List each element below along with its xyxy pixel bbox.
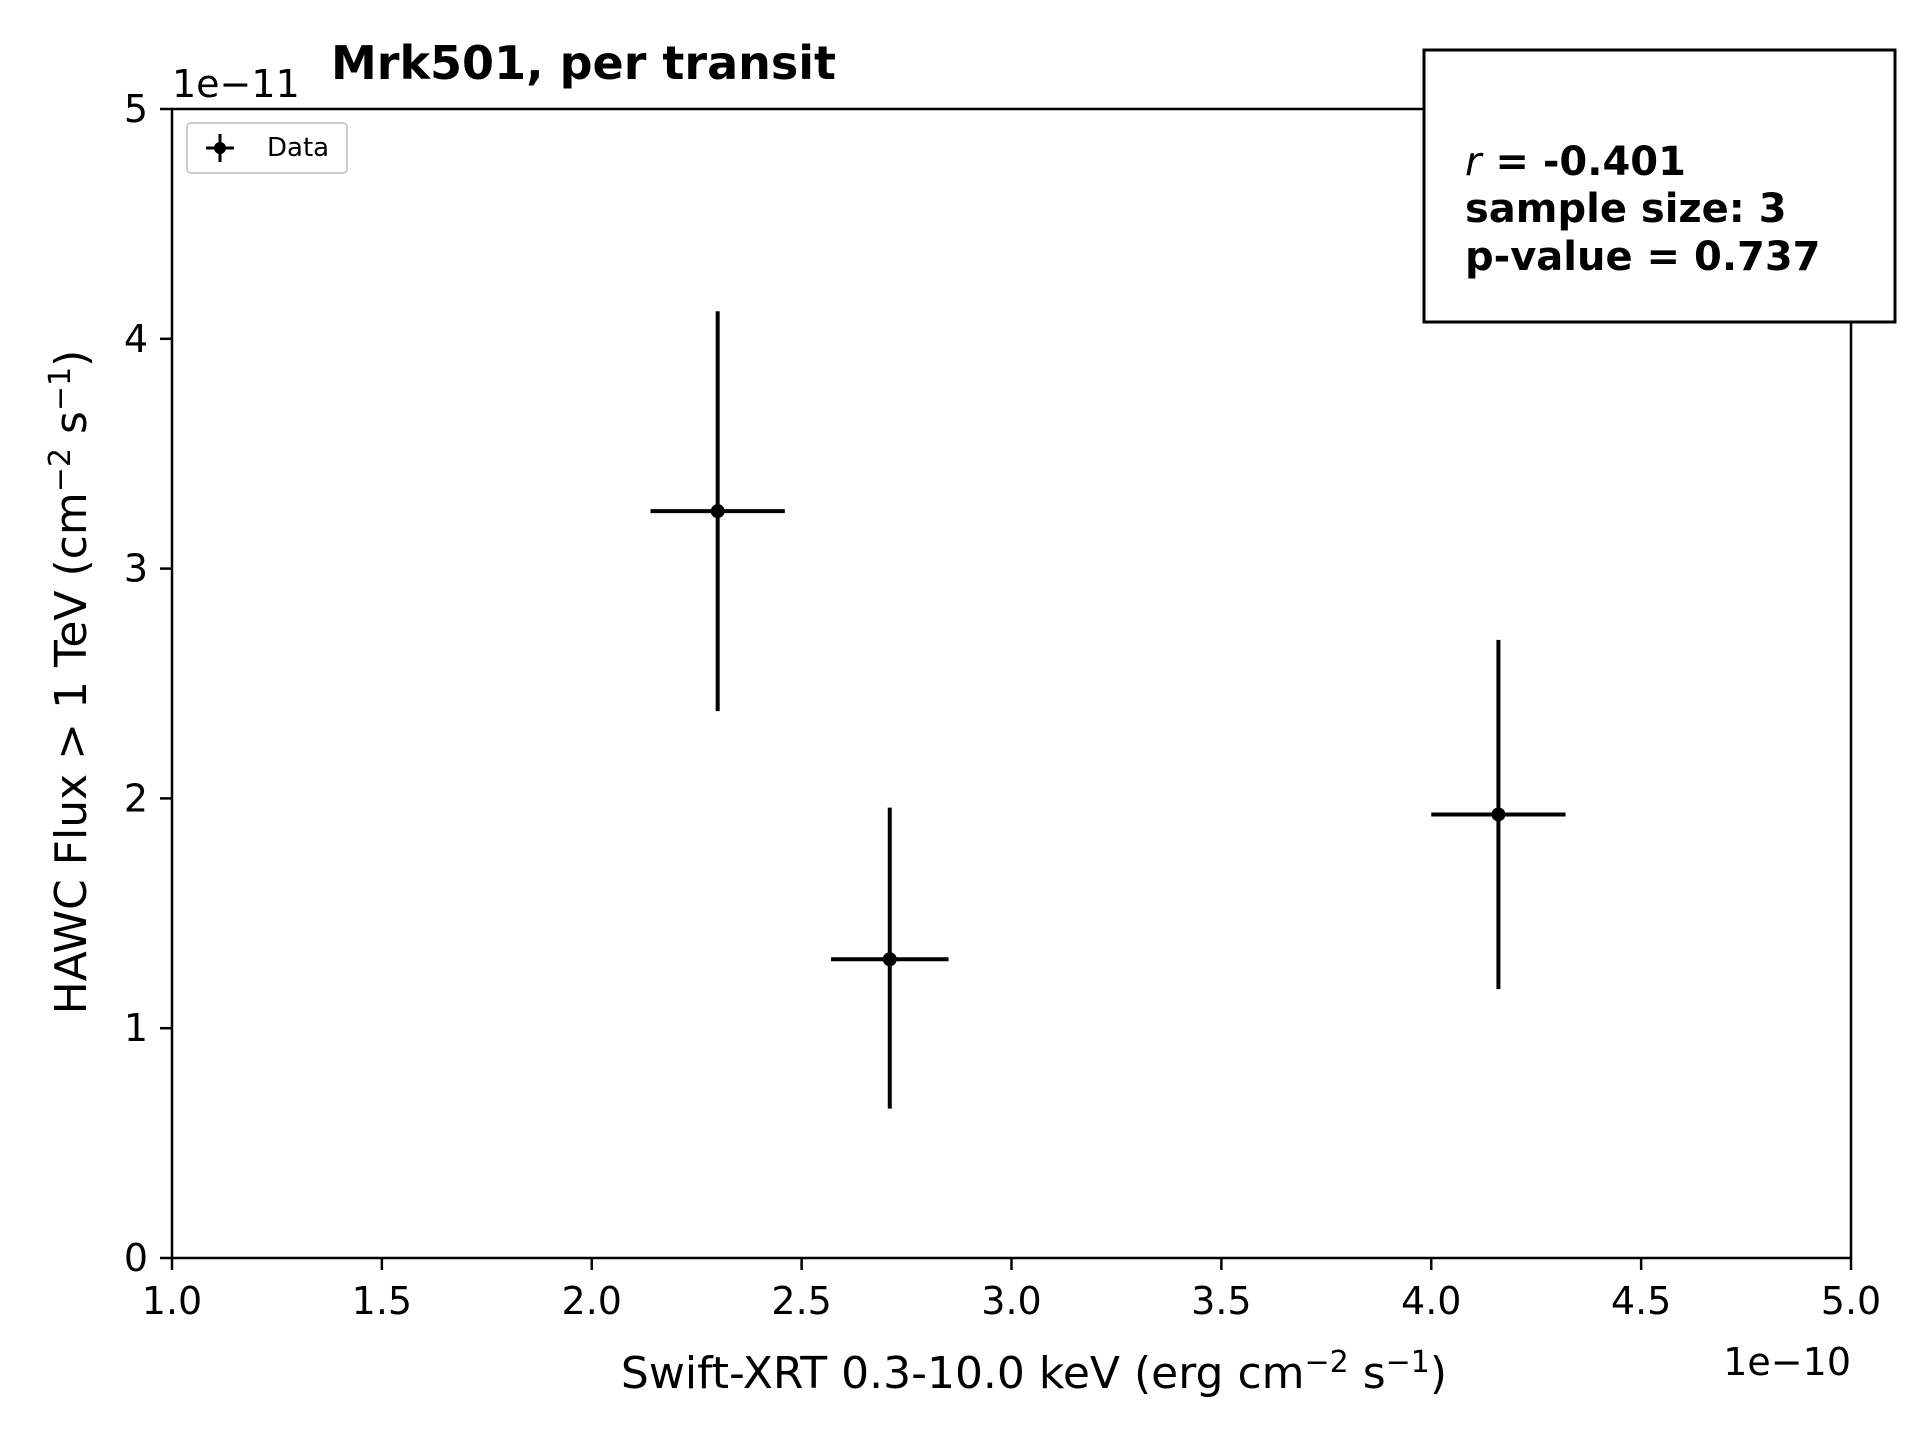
x-tick-label: 1.5 [352,1279,412,1323]
axis-ticks: 1.0 1.5 2.0 2.5 3.0 3.5 4.0 4.5 5.0 0 1 2 3 4 5 [124,87,1881,1323]
data-point [1431,639,1566,990]
x-tick-label: 3.0 [981,1279,1041,1323]
y-tick-label: 1 [124,1006,148,1050]
x-tick-label: 2.5 [771,1279,831,1323]
legend: Data [186,122,348,174]
x-tick-label: 5.0 [1821,1279,1881,1323]
stats-sample-size: sample size: 3 [1465,186,1787,232]
data-points [650,311,1566,1109]
legend-entry-data: Data [267,133,329,163]
y-offset-label: 1e−11 [172,62,300,106]
y-axis-label: HAWC Flux > 1 TeV (cm−2 s−1) [43,350,97,1015]
stats-box-frame [1422,48,1897,324]
chart-title: Mrk501, per transit [331,36,836,90]
data-point [650,311,785,712]
data-point-marker [710,504,725,519]
x-tick-label: 3.5 [1191,1279,1251,1323]
y-tick-label: 5 [124,87,148,131]
y-tick-label: 4 [124,317,148,361]
x-tick-label: 1.0 [142,1279,202,1323]
data-point-marker [1491,807,1506,822]
x-axis-label: Swift-XRT 0.3-10.0 keV (erg cm−2 s−1) [621,1345,1447,1399]
stats-p-value: p-value = 0.737 [1465,234,1821,280]
x-tick-label: 4.0 [1401,1279,1461,1323]
x-tick-label: 2.0 [562,1279,622,1323]
x-offset-label: 1e−10 [1723,1340,1851,1384]
y-tick-label: 0 [124,1236,148,1280]
y-tick-label: 2 [124,776,148,820]
legend-box [186,122,348,174]
data-point [831,807,949,1109]
legend-marker-point [214,142,226,154]
x-tick-label: 4.5 [1611,1279,1671,1323]
y-tick-label: 3 [124,547,148,591]
data-point-marker [882,952,897,967]
stats-box: r = -0.401 sample size: 3 p-value = 0.73… [1422,48,1897,324]
stats-r-value: r = -0.401 [1465,139,1686,185]
